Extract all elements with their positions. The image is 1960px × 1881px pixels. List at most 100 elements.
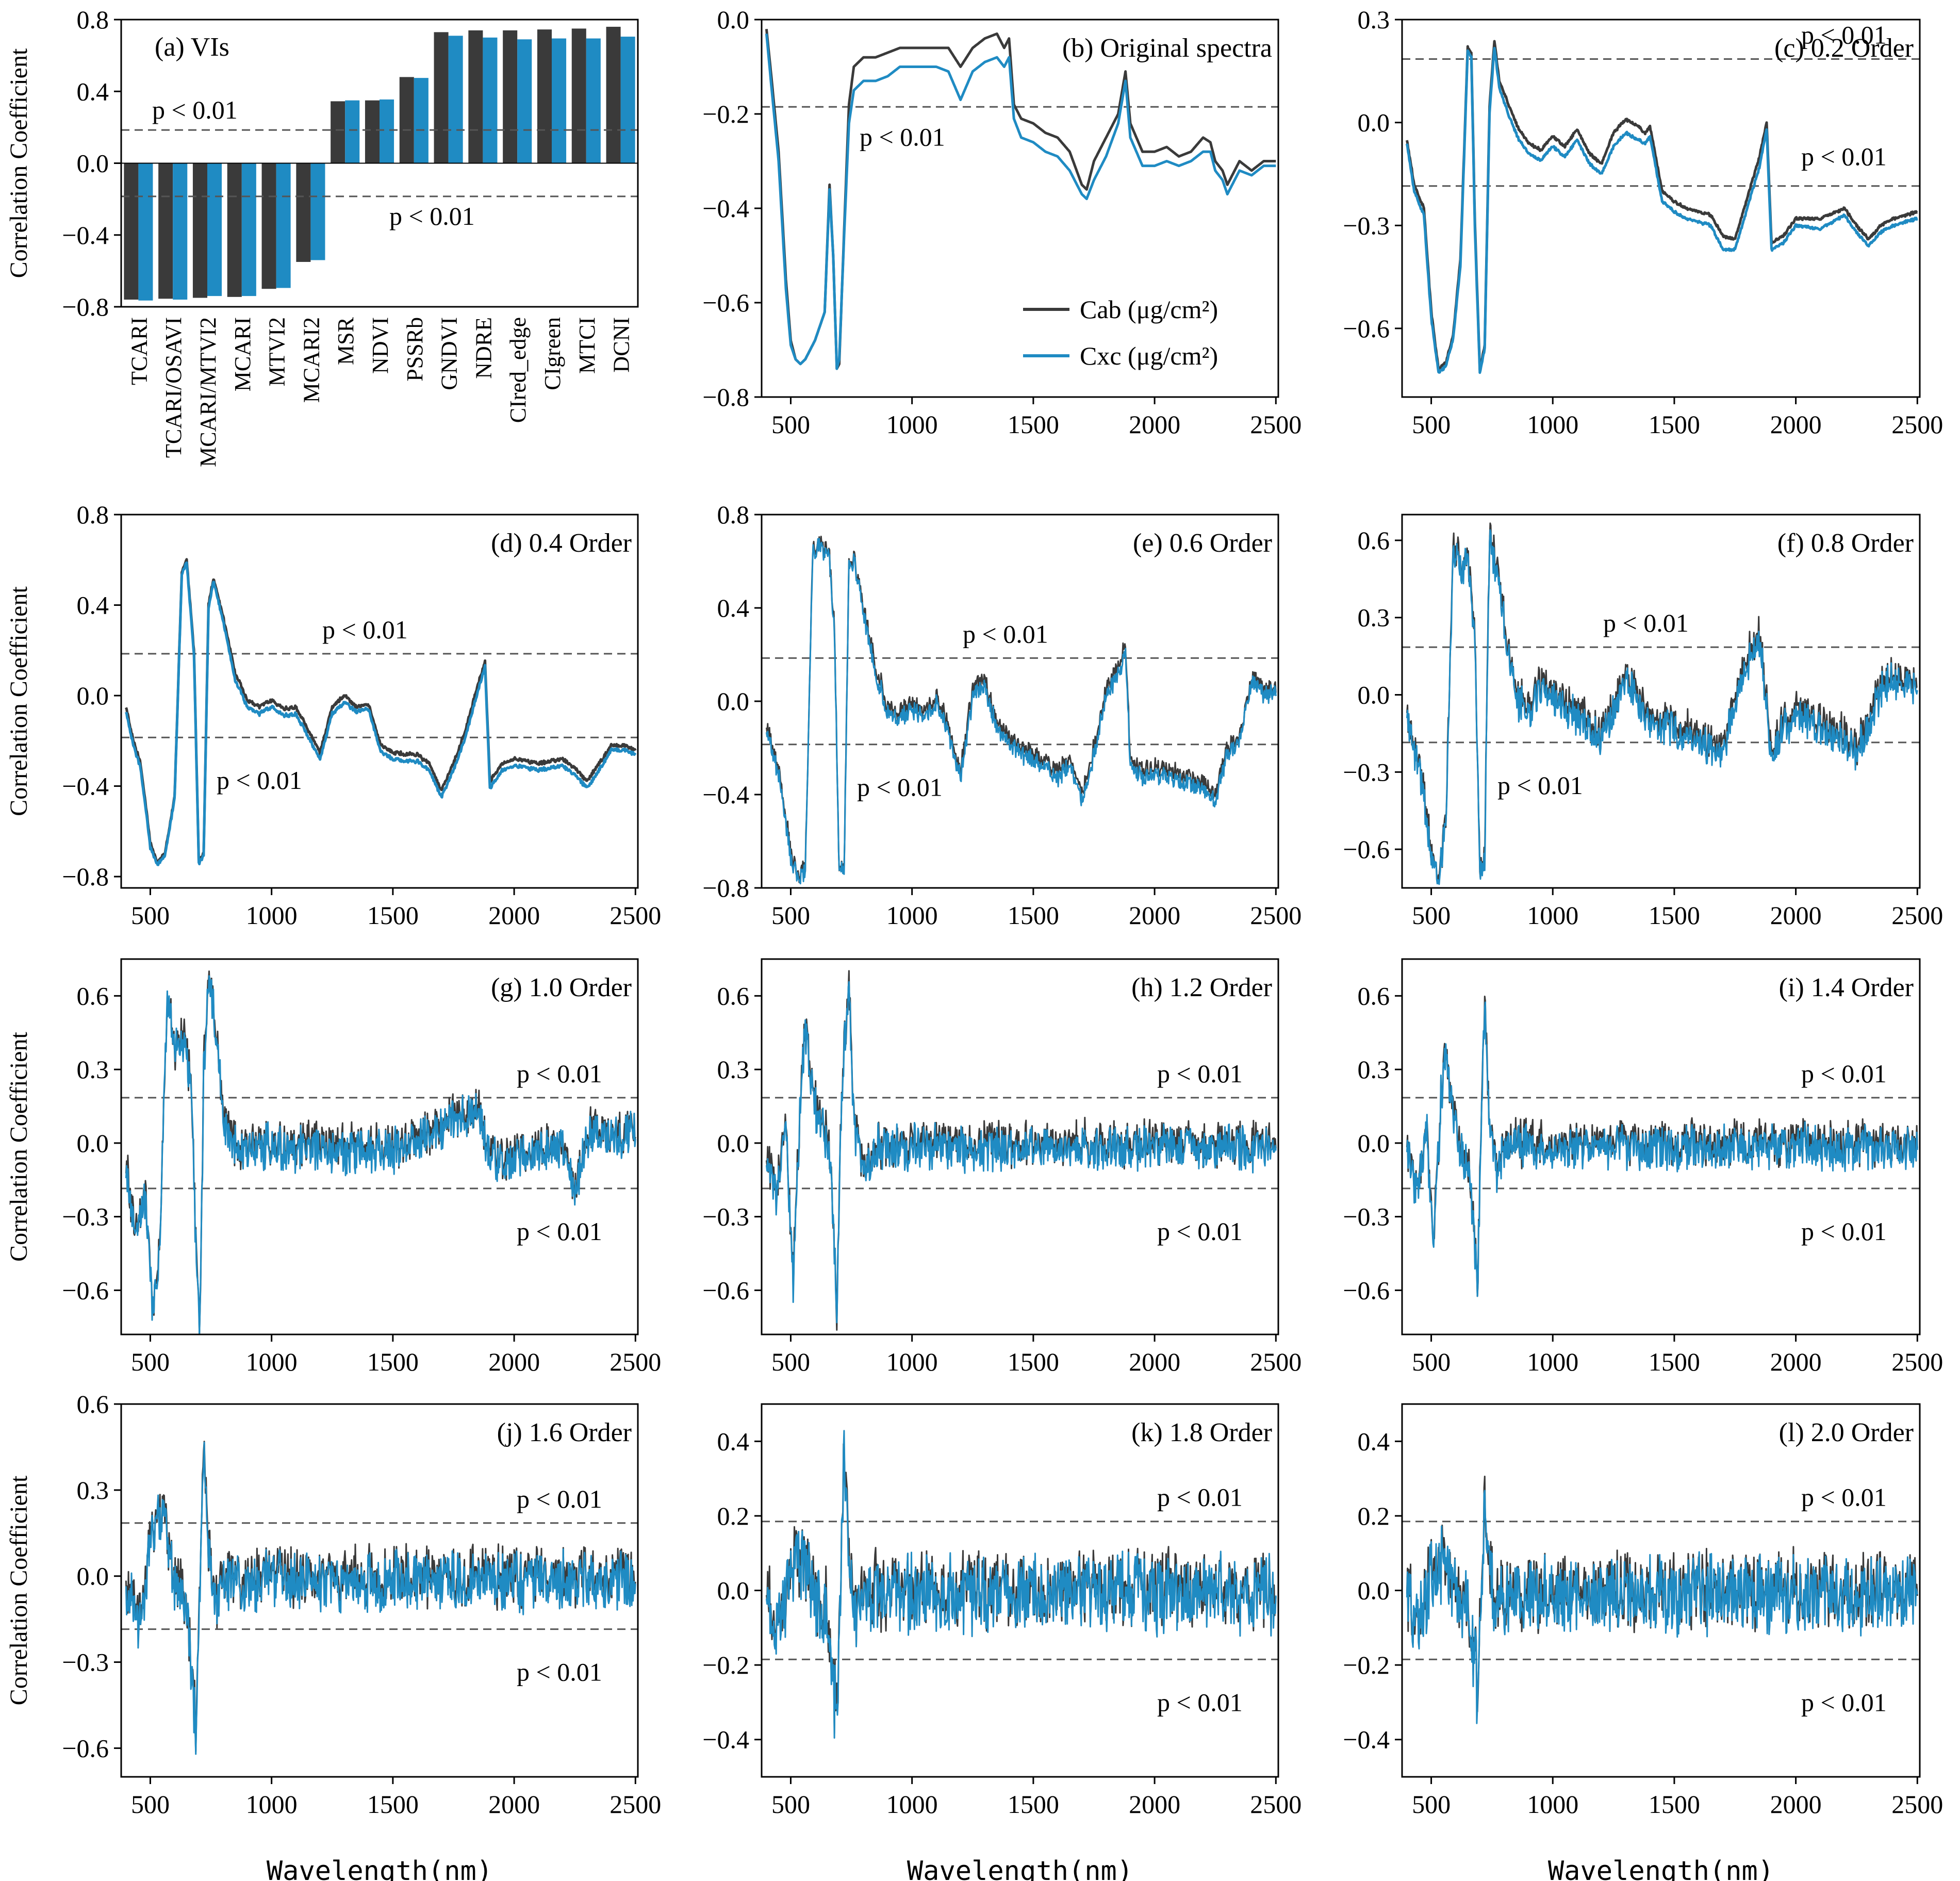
y-tick-label: 0.0: [1358, 681, 1390, 710]
series-line-cxc: [765, 1430, 1277, 1739]
plot-frame: [761, 19, 1279, 398]
x-tick-label: 1000: [886, 1347, 938, 1376]
significance-label: p < 0.01: [1801, 142, 1887, 171]
y-tick-label: 0.0: [717, 5, 750, 34]
category-label: MSR: [333, 317, 358, 365]
panel-k: −0.4 −0.2 0.0 0.2 0.4 500 1000 1500 2000 2500 Wave…: [702, 1403, 1302, 1881]
category-label: MCARI2: [299, 317, 324, 403]
x-tick-label: 2000: [1129, 1790, 1180, 1819]
category-label: NDVI: [368, 317, 393, 374]
y-tick-label: 0.0: [77, 1562, 109, 1591]
category-label: MTCI: [574, 317, 600, 374]
plot-frame: [761, 1403, 1279, 1778]
significance-label: p < 0.01: [1801, 1059, 1887, 1088]
y-tick-label: 0.4: [717, 1427, 750, 1456]
series-line-cab: [1405, 40, 1918, 371]
panel-title: (k) 1.8 Order: [1131, 1418, 1272, 1447]
plot-frame: [1401, 19, 1921, 398]
x-tick-label: 2000: [1770, 1347, 1822, 1376]
significance-label: p < 0.01: [857, 773, 943, 802]
panel-title: (j) 1.6 Order: [497, 1418, 632, 1447]
series-line-cab: [125, 558, 637, 864]
bar-ndre-cab: [468, 30, 483, 163]
x-tick-label: 2000: [1129, 1347, 1180, 1376]
y-tick-label: 0.6: [1358, 981, 1390, 1010]
y-axis-label: Correlation Coefficient: [5, 1032, 32, 1262]
significance-label: p < 0.01: [963, 619, 1048, 648]
series-line-cab: [1406, 522, 1918, 884]
panel-j: Correlation Coefficient −0.6 −0.3 0.0 0.3 0.6…: [5, 1390, 661, 1881]
x-tick-label: 2500: [610, 901, 661, 930]
plot-frame: [1401, 958, 1921, 1335]
panel-title: (f) 0.8 Order: [1777, 529, 1914, 558]
category-label: CIgreen: [540, 317, 565, 390]
y-tick-label: −0.8: [62, 862, 109, 891]
y-tick-label: −0.3: [62, 1648, 109, 1677]
y-tick-label: 0.4: [717, 593, 750, 622]
y-tick-label: 0.0: [717, 1576, 750, 1605]
bar-mcari-cxc: [241, 163, 256, 296]
significance-label: p < 0.01: [517, 1217, 602, 1246]
significance-label: p < 0.01: [1801, 1483, 1887, 1512]
x-tick-label: 1500: [367, 1347, 419, 1376]
x-tick-label: 2000: [1129, 410, 1180, 439]
x-tick-label: 2500: [1250, 1347, 1302, 1376]
x-tick-label: 1000: [886, 410, 938, 439]
y-tick-label: −0.4: [702, 194, 749, 223]
bar-mtci-cxc: [586, 38, 601, 163]
series-line-cxc: [125, 561, 637, 866]
panel-h: −0.6 −0.3 0.0 0.3 0.6 500 1000 1500 2000 2500 (h) …: [702, 958, 1302, 1376]
y-tick-label: −0.6: [62, 1276, 109, 1305]
series-line-cab: [1406, 1475, 1918, 1712]
plot-frame: [120, 514, 639, 889]
y-tick-label: −0.2: [1343, 1651, 1390, 1679]
series-line-cxc: [1405, 46, 1918, 374]
y-tick-label: 0.3: [1358, 5, 1390, 34]
x-axis-label: Wavelength(nm): [907, 1856, 1133, 1881]
y-tick-label: 0.0: [1358, 1129, 1390, 1158]
x-tick-label: 1000: [886, 901, 938, 930]
y-tick-label: −0.4: [702, 780, 749, 809]
bar-tcari-cab: [124, 163, 139, 300]
x-tick-label: 2500: [1891, 410, 1943, 439]
series-line-cab: [765, 29, 1277, 370]
y-tick-label: −0.3: [1343, 211, 1390, 240]
x-axis-label: Wavelength(nm): [267, 1856, 492, 1881]
y-tick-label: 0.3: [1358, 1055, 1390, 1084]
y-tick-label: −0.3: [1343, 757, 1390, 786]
x-tick-label: 500: [131, 1347, 170, 1376]
plot-frame: [1401, 1403, 1921, 1778]
bar-gndvi-cxc: [448, 36, 463, 163]
bar-dcni-cxc: [620, 37, 635, 163]
y-tick-label: 0.3: [77, 1476, 109, 1505]
panel-title: (e) 0.6 Order: [1133, 529, 1272, 558]
x-tick-label: 2500: [1891, 901, 1943, 930]
y-tick-label: 0.0: [1358, 108, 1390, 137]
y-tick-label: −0.8: [62, 292, 109, 321]
panel-a: Correlation Coefficient −0.8 −0.4 0.0 0.4 0.8…: [5, 5, 639, 467]
x-tick-label: 2000: [488, 1347, 540, 1376]
y-tick-label: 0.0: [77, 1129, 109, 1158]
plot-frame: [120, 958, 639, 1335]
x-tick-label: 500: [131, 1790, 170, 1819]
bar-mtvi2-cxc: [276, 163, 291, 288]
y-tick-label: −0.8: [702, 873, 749, 902]
bar-cired-edge-cab: [503, 30, 518, 163]
panel-title: (l) 2.0 Order: [1779, 1418, 1914, 1447]
bar-cigreen-cxc: [552, 38, 567, 163]
y-tick-label: −0.6: [702, 288, 749, 317]
category-label: NDRE: [471, 317, 496, 379]
x-tick-label: 2500: [1891, 1347, 1943, 1376]
panel-c: −0.6 −0.3 0.0 0.3 500 1000 1500 2000 2500 (c) 0.2…: [1343, 5, 1943, 439]
bar-ndvi-cxc: [380, 99, 394, 163]
x-tick-label: 500: [771, 1790, 810, 1819]
series-line-cxc: [765, 34, 1277, 370]
series-line-cxc: [1406, 1001, 1918, 1297]
x-tick-label: 2000: [1770, 901, 1822, 930]
x-tick-label: 500: [1412, 1790, 1451, 1819]
y-tick-label: 0.3: [77, 1055, 109, 1084]
x-tick-label: 2500: [1250, 410, 1302, 439]
x-tick-label: 500: [131, 901, 170, 930]
y-tick-label: 0.0: [1358, 1576, 1390, 1605]
y-tick-label: −0.6: [1343, 1276, 1390, 1305]
